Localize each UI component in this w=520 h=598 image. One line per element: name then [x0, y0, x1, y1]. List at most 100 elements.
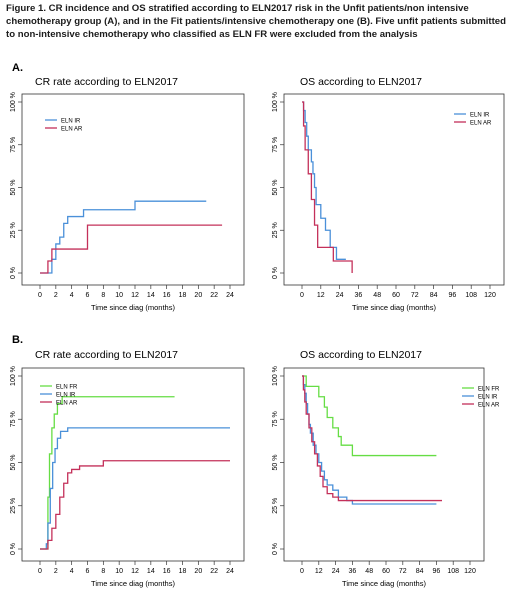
x-tick-label: 24: [226, 292, 234, 299]
x-tick-label: 8: [101, 292, 105, 299]
legend-label: ELN FR: [56, 384, 78, 390]
chart-a-cr-rate: 0 %25 %50 %75 %100 %0 2 4 6 8 10 12 14 16 18 20 22 2…: [10, 92, 245, 312]
x-tick-label: 12: [315, 568, 323, 575]
x-tick-label: 12: [317, 292, 325, 299]
x-tick-label: 72: [399, 568, 407, 575]
x-axis-label: Time since diag (months): [91, 579, 175, 588]
x-tick-label: 48: [365, 568, 373, 575]
chart-a-overall-survival: 0 % 25 % 50 % 75 % 100 % 0 12 24 36 48 60 72 84 96 108…: [272, 92, 505, 312]
x-tick-label: 14: [147, 292, 155, 299]
x-tick-label: 20: [194, 568, 202, 575]
x-tick-label: 72: [411, 292, 419, 299]
x-tick-label: 4: [70, 292, 74, 299]
y-tick-label: 0 %: [10, 543, 17, 555]
y-tick-label: 25 %: [10, 222, 17, 238]
x-tick-label: 2: [54, 292, 58, 299]
x-tick-label: 0: [38, 568, 42, 575]
x-tick-label: 0: [300, 292, 304, 299]
y-tick-label: 75 %: [272, 411, 279, 427]
x-tick-label: 120: [484, 292, 496, 299]
legend-label: ELN FR: [478, 386, 500, 392]
chart-title-a-os: OS according to ELN2017: [300, 76, 422, 88]
x-tick-label: 16: [163, 292, 171, 299]
x-tick-label: 6: [86, 292, 90, 299]
series-line-eln-ar: [40, 224, 223, 274]
x-axis-label: Time since diag (months): [352, 303, 436, 312]
x-axis-label: Time since diag (months): [91, 303, 175, 312]
x-tick-label: 84: [416, 568, 424, 575]
y-tick-label: 25 %: [10, 498, 17, 514]
x-tick-label: 14: [147, 568, 155, 575]
x-tick-label: 16: [163, 568, 171, 575]
series-line-eln-ir: [302, 375, 437, 505]
x-tick-label: 36: [355, 292, 363, 299]
y-tick-label: 25 %: [272, 222, 279, 238]
y-tick-label: 75 %: [272, 137, 279, 153]
plot-frame: [21, 93, 245, 286]
x-tick-label: 108: [465, 292, 477, 299]
x-tick-label: 8: [101, 568, 105, 575]
y-tick-label: 100 %: [10, 92, 17, 112]
x-tick-label: 84: [430, 292, 438, 299]
x-tick-label: 18: [179, 292, 187, 299]
series-line-eln-ir: [40, 427, 230, 550]
legend-label: ELN IR: [61, 118, 81, 124]
y-tick-label: 25 %: [272, 498, 279, 514]
series-line-eln-ar: [40, 460, 230, 550]
y-tick-label: 100 %: [10, 366, 17, 386]
figure-caption: Figure 1. CR incidence and OS stratified…: [6, 3, 506, 40]
x-tick-label: 96: [449, 292, 457, 299]
y-tick-label: 0 %: [272, 543, 279, 555]
x-tick-label: 0: [38, 292, 42, 299]
legend-label: ELN AR: [56, 400, 78, 406]
y-tick-label: 50 %: [272, 455, 279, 471]
plot-frame: [283, 93, 505, 286]
x-tick-label: 24: [336, 292, 344, 299]
y-tick-label: 75 %: [10, 411, 17, 427]
x-tick-label: 0: [300, 568, 304, 575]
panel-label-b: B.: [12, 334, 23, 346]
legend-label: ELN IR: [478, 394, 498, 400]
x-tick-label: 6: [86, 568, 90, 575]
series-line-eln-ir: [302, 101, 346, 260]
x-axis-label: Time since diag (months): [342, 579, 426, 588]
legend-label: ELN AR: [470, 120, 492, 126]
x-tick-label: 108: [447, 568, 459, 575]
legend-label: ELN IR: [56, 392, 76, 398]
legend-label: ELN IR: [470, 112, 490, 118]
panel-label-a: A.: [12, 62, 23, 74]
y-tick-label: 50 %: [272, 180, 279, 196]
y-tick-label: 0 %: [272, 267, 279, 279]
x-tick-label: 10: [115, 292, 123, 299]
y-tick-label: 100 %: [272, 366, 279, 386]
chart-b-overall-survival: 0 % 25 % 50 % 75 % 100 % 0 12 24 36 48 60 72 84 96 108…: [272, 366, 500, 588]
x-tick-label: 48: [373, 292, 381, 299]
x-tick-label: 60: [392, 292, 400, 299]
chart-title-b-cr: CR rate according to ELN2017: [35, 349, 178, 361]
x-tick-label: 24: [332, 568, 340, 575]
chart-title-b-os: OS according to ELN2017: [300, 349, 422, 361]
x-tick-label: 10: [115, 568, 123, 575]
x-tick-label: 60: [382, 568, 390, 575]
legend-label: ELN AR: [61, 126, 83, 132]
plot-frame: [283, 367, 485, 562]
x-tick-label: 22: [210, 568, 218, 575]
series-line-eln-ir: [40, 200, 207, 274]
x-tick-label: 120: [464, 568, 476, 575]
x-tick-label: 2: [54, 568, 58, 575]
chart-title-a-cr: CR rate according to ELN2017: [35, 76, 178, 88]
x-tick-label: 20: [194, 292, 202, 299]
x-tick-label: 4: [70, 568, 74, 575]
chart-b-cr-rate: 0 %25 %50 %75 %100 %0 2 4 6 8 10 12 14 16 18 20 22 2…: [10, 366, 245, 588]
x-tick-label: 36: [349, 568, 357, 575]
y-tick-label: 75 %: [10, 137, 17, 153]
plot-frame: [21, 367, 245, 562]
y-tick-label: 0 %: [10, 267, 17, 279]
series-line-eln-ar: [302, 375, 442, 502]
y-tick-label: 50 %: [10, 455, 17, 471]
x-tick-label: 12: [131, 568, 139, 575]
x-tick-label: 24: [226, 568, 234, 575]
x-tick-label: 22: [210, 292, 218, 299]
series-line-eln-fr: [302, 375, 437, 457]
series-line-eln-fr: [40, 396, 175, 550]
